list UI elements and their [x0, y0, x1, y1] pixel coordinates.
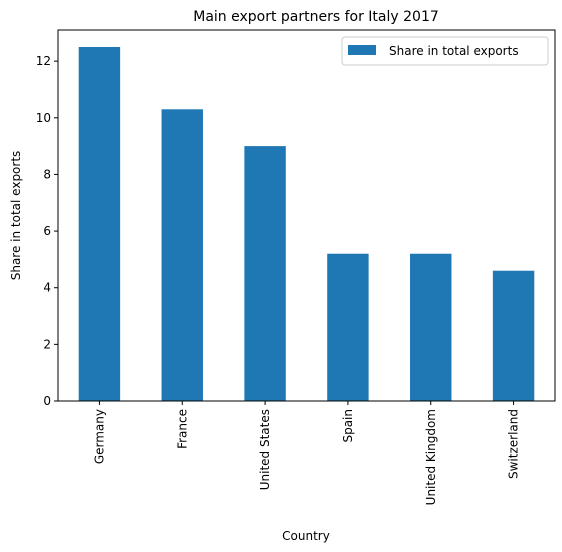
- y-tick-label: 10: [36, 111, 51, 125]
- x-axis-ticks: Germany France United States Spain United Ki…: [92, 401, 521, 505]
- y-axis-ticks: 0 2 4 6 8 10 12: [36, 54, 58, 408]
- x-tick-label: Germany: [92, 409, 106, 464]
- bar-france: [161, 109, 203, 402]
- chart-title: Main export partners for Italy 2017: [193, 9, 439, 25]
- legend-label: Share in total exports: [389, 44, 519, 58]
- bar-united-states: [244, 146, 286, 401]
- bar-united-kingdom: [410, 253, 452, 401]
- y-tick-label: 2: [43, 337, 51, 351]
- bar-spain: [327, 253, 369, 401]
- x-tick-label: United States: [258, 409, 272, 490]
- bar-germany: [78, 46, 121, 401]
- x-tick-label: France: [175, 409, 189, 449]
- legend-box: [341, 36, 549, 66]
- legend-swatch: [348, 45, 376, 55]
- y-tick-label: 6: [43, 224, 51, 238]
- bar-switzerland: [492, 270, 535, 401]
- y-tick-label: 12: [36, 54, 51, 68]
- y-tick-label: 4: [43, 281, 51, 295]
- y-axis-label: Share in total exports: [9, 151, 23, 281]
- bars-group: [78, 46, 535, 402]
- x-tick-label: United Kingdom: [424, 409, 438, 505]
- x-axis-label: Country: [282, 529, 330, 543]
- y-tick-label: 0: [43, 394, 51, 408]
- y-tick-label: 8: [43, 167, 51, 181]
- plot-frame: [57, 29, 556, 402]
- x-tick-label: Spain: [341, 409, 355, 443]
- x-tick-label: Switzerland: [507, 409, 521, 479]
- legend: Share in total exports: [341, 36, 549, 66]
